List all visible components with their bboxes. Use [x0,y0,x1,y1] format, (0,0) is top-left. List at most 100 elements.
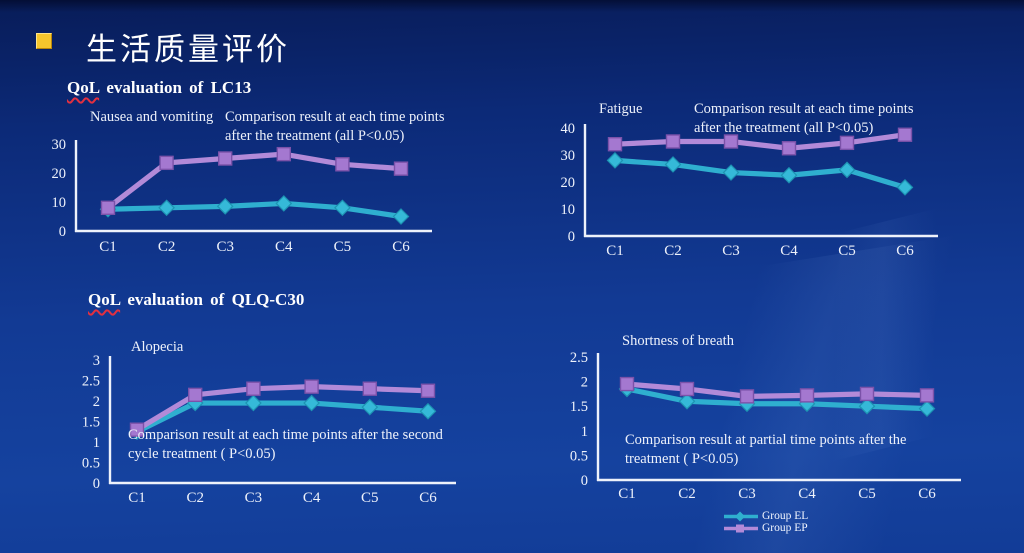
marker-square [100,200,116,216]
section-title-rest: evaluation of QLQ-C30 [120,290,305,309]
y-tick-label: 30 [561,148,576,164]
plot-area: 0 10 20 30 C1 C2 C3 C4 C5 C6 [52,137,432,255]
x-tick-label: C2 [664,243,682,259]
marker-square [393,161,409,176]
marker-diamond [216,198,234,215]
x-tick-label: C6 [419,490,437,506]
marker-diamond [392,208,410,225]
y-tick-label: 1.5 [570,399,588,415]
chart-fatigue: Fatigue Comparison result at each time p… [550,96,976,270]
marker-diamond [419,402,437,420]
x-tick-label: C5 [858,486,876,502]
chart-shortness-of-breath: Shortness of breath Comparison result at… [545,330,979,516]
series-line-group-ep [624,381,930,399]
y-tick-label: 2.5 [570,350,588,366]
section-title-rest: evaluation of LC13 [99,78,252,97]
series-line-group-el [624,386,930,412]
marker-diamond [896,179,914,196]
x-tick-label: C3 [722,243,740,259]
y-tick-label: 0 [568,229,575,245]
series-line-group-el [612,157,908,191]
marker-square [839,135,855,151]
marker-square [362,381,377,396]
y-tick-label: 20 [561,175,576,191]
x-tick-label: C6 [896,243,914,259]
marker-square [129,422,145,437]
marker-square [187,387,203,403]
marker-square [919,388,935,403]
chart-annotation: Comparison result at partial time points… [625,432,907,467]
y-tick-label: 0 [59,224,66,240]
x-tick-label: C6 [918,486,936,502]
y-tick-label: 10 [561,202,576,218]
x-tick-label: C4 [275,239,293,255]
y-tick-label: 2 [93,394,100,410]
marker-square [859,386,875,402]
marker-square [304,379,319,394]
marker-square [619,376,635,392]
plot-area: 0 0.5 1 1.5 2 2.5 C1 C2 C3 C4 C5 C6 [570,350,961,502]
legend-item-group-el: Group EL [722,510,808,522]
legend: Group EL Group EP [722,510,808,535]
section-title-qlq-c30: QoL evaluation of QLQ-C30 [88,290,304,310]
x-tick-label: C3 [245,490,263,506]
marker-square [781,141,797,156]
x-tick-label: C2 [186,490,204,506]
legend-label: Group EP [762,522,808,534]
marker-diamond [780,166,798,184]
x-tick-label: C2 [678,486,696,502]
y-tick-label: 2 [581,375,588,391]
marker-square [723,134,739,149]
chart-annotation: Comparison result at each time points af… [225,109,445,144]
x-tick-label: C1 [128,490,146,506]
y-tick-label: 0 [581,473,588,489]
series-line-group-el [134,400,431,435]
y-tick-label: 0.5 [570,448,588,464]
marker-diamond [858,397,876,415]
chart-title: Shortness of breath [622,333,734,349]
y-tick-label: 40 [561,121,576,137]
x-tick-label: C6 [392,239,410,255]
x-tick-label: C3 [738,486,756,502]
title-row: 生活质量评价 [36,24,290,69]
marker-diamond [158,199,175,217]
marker-square [897,127,913,142]
marker-diamond [275,195,293,212]
marker-diamond [664,156,682,173]
series-line-group-ep [134,384,431,433]
y-tick-label: 30 [52,137,67,153]
chart-annotation: Comparison result at each time points af… [128,427,443,462]
y-tick-label: 3 [93,353,100,369]
legend-line-square-icon [724,524,758,533]
plot-area: 0 0.5 1 1.5 2 2.5 3 C1 C2 C3 C4 C5 C6 [82,353,456,506]
marker-square [335,157,350,172]
marker-square [799,388,815,403]
marker-square [739,389,755,404]
chart-title: Nausea and vomiting [90,109,214,125]
x-tick-label: C5 [361,490,379,506]
marker-diamond [606,152,624,169]
chart-title: Fatigue [599,101,643,117]
x-tick-label: C5 [838,243,856,259]
y-tick-label: 0.5 [82,456,100,472]
x-tick-label: C4 [780,243,798,259]
y-tick-label: 2.5 [82,374,100,390]
series-line-group-ep [105,151,404,211]
y-tick-label: 1 [581,424,588,440]
marker-diamond [245,394,262,412]
marker-diamond [918,400,936,418]
x-tick-label: C5 [334,239,352,255]
x-tick-label: C4 [303,490,321,506]
marker-square [246,381,261,396]
chart-alopecia: Alopecia Comparison result at each time … [60,332,482,516]
marker-diamond [678,392,696,410]
qol-word: QoL [67,78,100,97]
y-tick-label: 1 [93,435,100,451]
marker-diamond [334,199,351,217]
marker-square [217,151,233,166]
slide-title: 生活质量评价 [86,32,290,67]
section-title-lc13: QoL evaluation of LC13 [67,78,251,98]
marker-square [665,134,681,149]
x-tick-label: C1 [618,486,636,502]
